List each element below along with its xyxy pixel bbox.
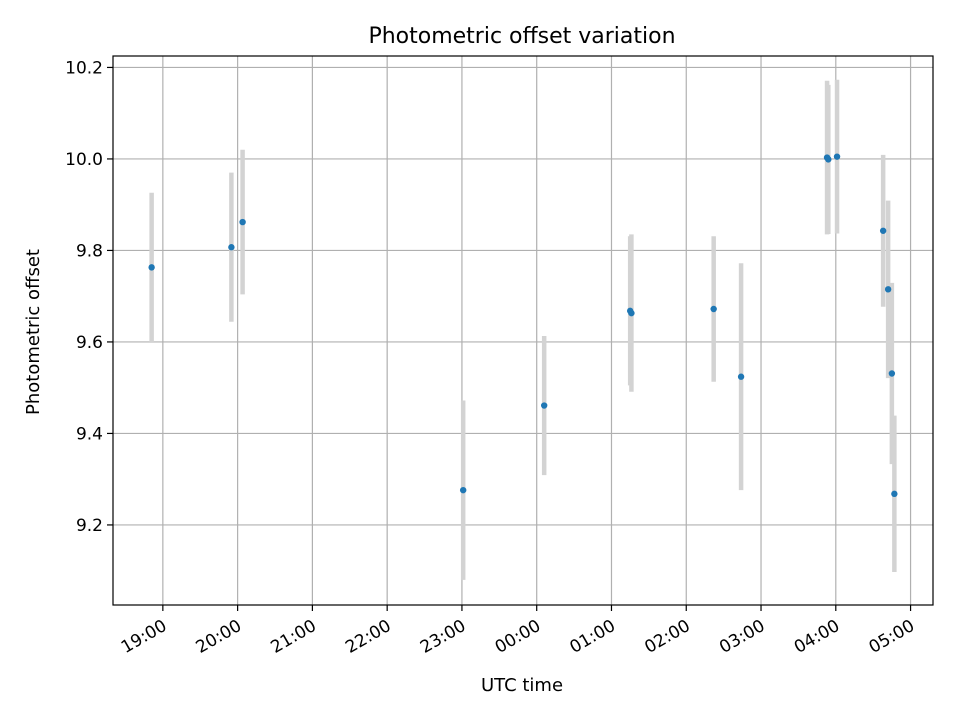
chart-title: Photometric offset variation: [368, 24, 675, 49]
y-axis-ticks: 9.2 9.4 9.6 9.8 10.0 10.2: [65, 58, 113, 536]
data-point: [891, 490, 898, 498]
y-tick-label: 9.8: [76, 241, 103, 261]
data-point: [825, 156, 832, 163]
y-tick-label: 10.0: [65, 150, 103, 170]
data-point: [710, 305, 717, 313]
y-tick-label: 9.6: [76, 333, 103, 353]
data-point: [239, 218, 246, 226]
data-point: [148, 264, 155, 271]
grid: [113, 56, 933, 605]
data-points: [148, 153, 898, 498]
y-tick-label: 9.2: [76, 516, 103, 536]
data-point: [540, 402, 548, 409]
plot-frame: [112, 55, 934, 606]
y-tick-label: 9.4: [76, 424, 103, 444]
data-point: [628, 309, 635, 317]
y-axis-label: Photometric offset: [23, 249, 44, 415]
x-axis-label: UTC time: [481, 675, 563, 696]
data-point: [833, 153, 841, 160]
data-point: [737, 373, 745, 380]
plot-area: [113, 56, 933, 605]
data-point: [459, 486, 467, 494]
data-point: [884, 286, 892, 293]
data-point: [879, 227, 887, 234]
y-tick-label: 10.2: [65, 58, 103, 78]
data-point: [228, 244, 235, 251]
data-point: [888, 370, 896, 377]
